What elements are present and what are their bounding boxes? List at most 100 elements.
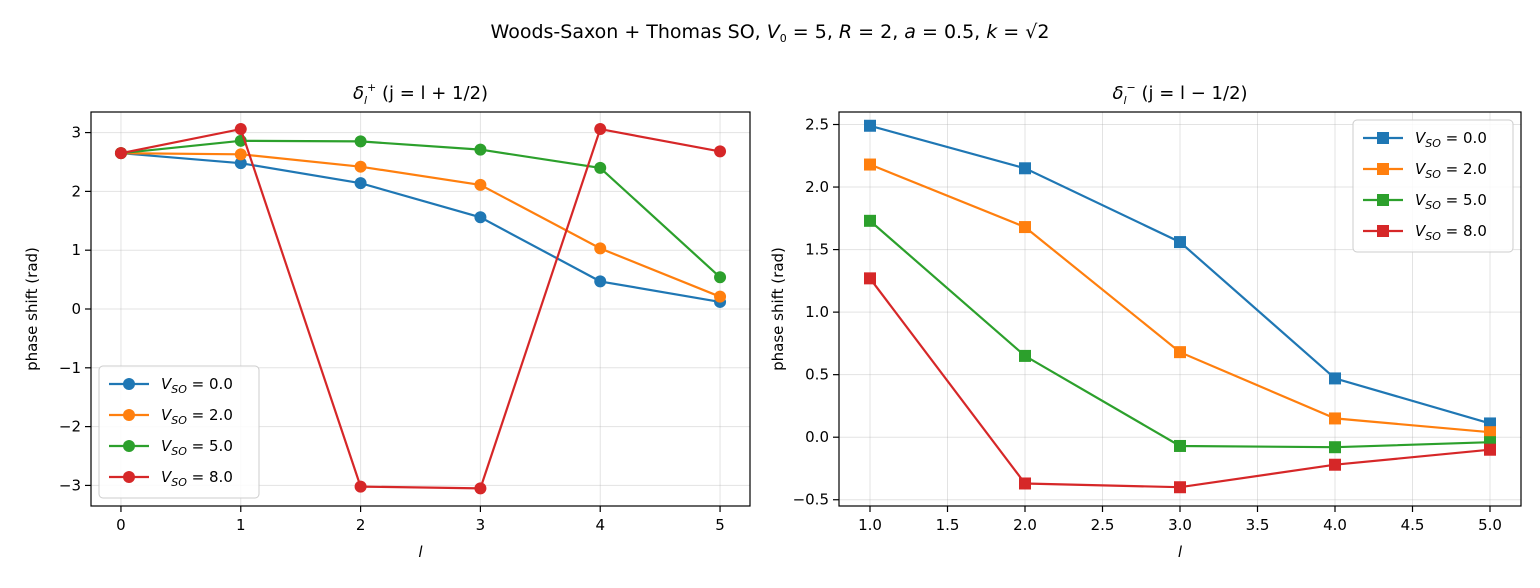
legend-entry: VSO = 5.0 (161, 437, 233, 458)
x-tick-label: 1 (236, 516, 246, 534)
data-point (354, 480, 367, 493)
x-tick-label: 3.5 (1246, 516, 1270, 534)
y-tick-label: 0.5 (805, 366, 829, 384)
data-point (234, 123, 247, 136)
data-point (594, 123, 607, 136)
chart-title: δl+ (j = l + 1/2) (353, 81, 488, 107)
y-tick-label: 2 (71, 182, 81, 200)
series-line-0 (120, 152, 721, 303)
x-tick-label: 2 (356, 516, 366, 534)
x-tick-label: 2.5 (1091, 516, 1115, 534)
legend-entry: VSO = 2.0 (161, 406, 233, 427)
y-tick-label: 3 (71, 124, 81, 142)
x-tick-label: 1.5 (936, 516, 960, 534)
legend-entry: VSO = 0.0 (1415, 129, 1487, 150)
data-point (1329, 412, 1341, 425)
legend-entry: VSO = 0.0 (161, 375, 233, 396)
y-axis-label: phase shift (rad) (769, 247, 787, 371)
data-point (1174, 481, 1186, 494)
data-point (1174, 439, 1186, 452)
data-point (864, 272, 876, 285)
data-point (1019, 477, 1031, 490)
y-tick-label: 1.0 (805, 303, 829, 321)
data-point (1174, 346, 1186, 359)
data-point (864, 158, 876, 171)
data-point (234, 157, 247, 170)
x-tick-label: 3 (476, 516, 486, 534)
data-point (1329, 441, 1341, 454)
x-tick-label: 4.5 (1401, 516, 1425, 534)
data-point (594, 242, 607, 255)
y-tick-label: 0 (71, 300, 81, 318)
chart-title: δl− (j = l − 1/2) (1112, 81, 1247, 107)
data-point (594, 161, 607, 174)
data-point (354, 135, 367, 148)
y-tick-label: 1 (71, 241, 81, 259)
legend-marker (123, 378, 135, 390)
y-tick-label: −3 (59, 476, 81, 494)
data-point (1019, 162, 1031, 175)
data-point (1019, 349, 1031, 362)
x-tick-label: 2.0 (1013, 516, 1037, 534)
y-tick-label: −1 (59, 359, 81, 377)
data-point (1019, 221, 1031, 234)
y-tick-label: 0.0 (805, 428, 829, 446)
x-tick-label: 5 (715, 516, 725, 534)
y-axis-label: phase shift (rad) (23, 247, 41, 371)
legend-entry: VSO = 8.0 (1415, 222, 1487, 243)
legend-entry: VSO = 5.0 (1415, 191, 1487, 212)
y-tick-label: 1.5 (805, 241, 829, 259)
data-point (474, 178, 487, 191)
x-axis-label: l (418, 543, 423, 561)
data-point (474, 211, 487, 224)
data-point (714, 290, 727, 303)
data-point (234, 148, 247, 161)
legend-entry: VSO = 8.0 (161, 468, 233, 489)
legend-marker (123, 409, 135, 421)
x-tick-label: 4.0 (1323, 516, 1347, 534)
y-tick-label: −2 (59, 418, 81, 436)
data-point (354, 177, 367, 190)
data-point (1174, 236, 1186, 249)
data-point (1484, 443, 1496, 456)
legend-marker (123, 471, 135, 483)
data-point (474, 143, 487, 156)
x-tick-label: 3.0 (1168, 516, 1192, 534)
x-tick-label: 5.0 (1478, 516, 1502, 534)
data-point (354, 160, 367, 173)
data-point (1484, 426, 1496, 439)
data-point (864, 214, 876, 227)
series-line-3 (120, 127, 721, 490)
legend-entry: VSO = 2.0 (1415, 160, 1487, 181)
data-point (1329, 372, 1341, 385)
data-point (594, 275, 607, 288)
data-point (714, 271, 727, 284)
x-tick-label: 1.0 (858, 516, 882, 534)
data-point (714, 145, 727, 158)
y-tick-label: −0.5 (793, 491, 829, 509)
x-tick-label: 4 (595, 516, 605, 534)
legend: VSO = 0.0 VSO = 2.0 VSO = 5.0 VSO = 8.0 (1352, 119, 1514, 253)
data-point (114, 147, 127, 160)
data-point (1329, 458, 1341, 471)
x-tick-label: 0 (116, 516, 126, 534)
series-line-1 (120, 152, 721, 298)
legend-marker (1377, 225, 1389, 237)
legend-frame (1352, 119, 1514, 253)
series-line-2 (120, 139, 721, 279)
legend-marker (1377, 163, 1389, 175)
y-tick-label: 2.0 (805, 178, 829, 196)
legend: VSO = 0.0 VSO = 2.0 VSO = 5.0 VSO = 8.0 (98, 365, 260, 499)
chart-delta-plus: 0 1 2 3 4 5 −3 −2 −1 0 1 2 3 l phase shift (rad) δl+ (j… (23, 81, 751, 561)
legend-marker (1377, 194, 1389, 206)
figure-suptitle: Woods-Saxon + Thomas SO, V0 = 5, R = 2, … (491, 21, 1050, 45)
legend-marker (1377, 132, 1389, 144)
legend-marker (123, 440, 135, 452)
data-point (864, 119, 876, 132)
x-axis-label: l (1178, 543, 1183, 561)
y-tick-label: 2.5 (805, 116, 829, 134)
legend-frame (98, 365, 260, 499)
data-point (474, 482, 487, 495)
chart-delta-minus: 1.0 1.5 2.0 2.5 3.0 3.5 4.0 4.5 5.0 −0.5 0.0 0.5 1.0… (769, 81, 1522, 561)
